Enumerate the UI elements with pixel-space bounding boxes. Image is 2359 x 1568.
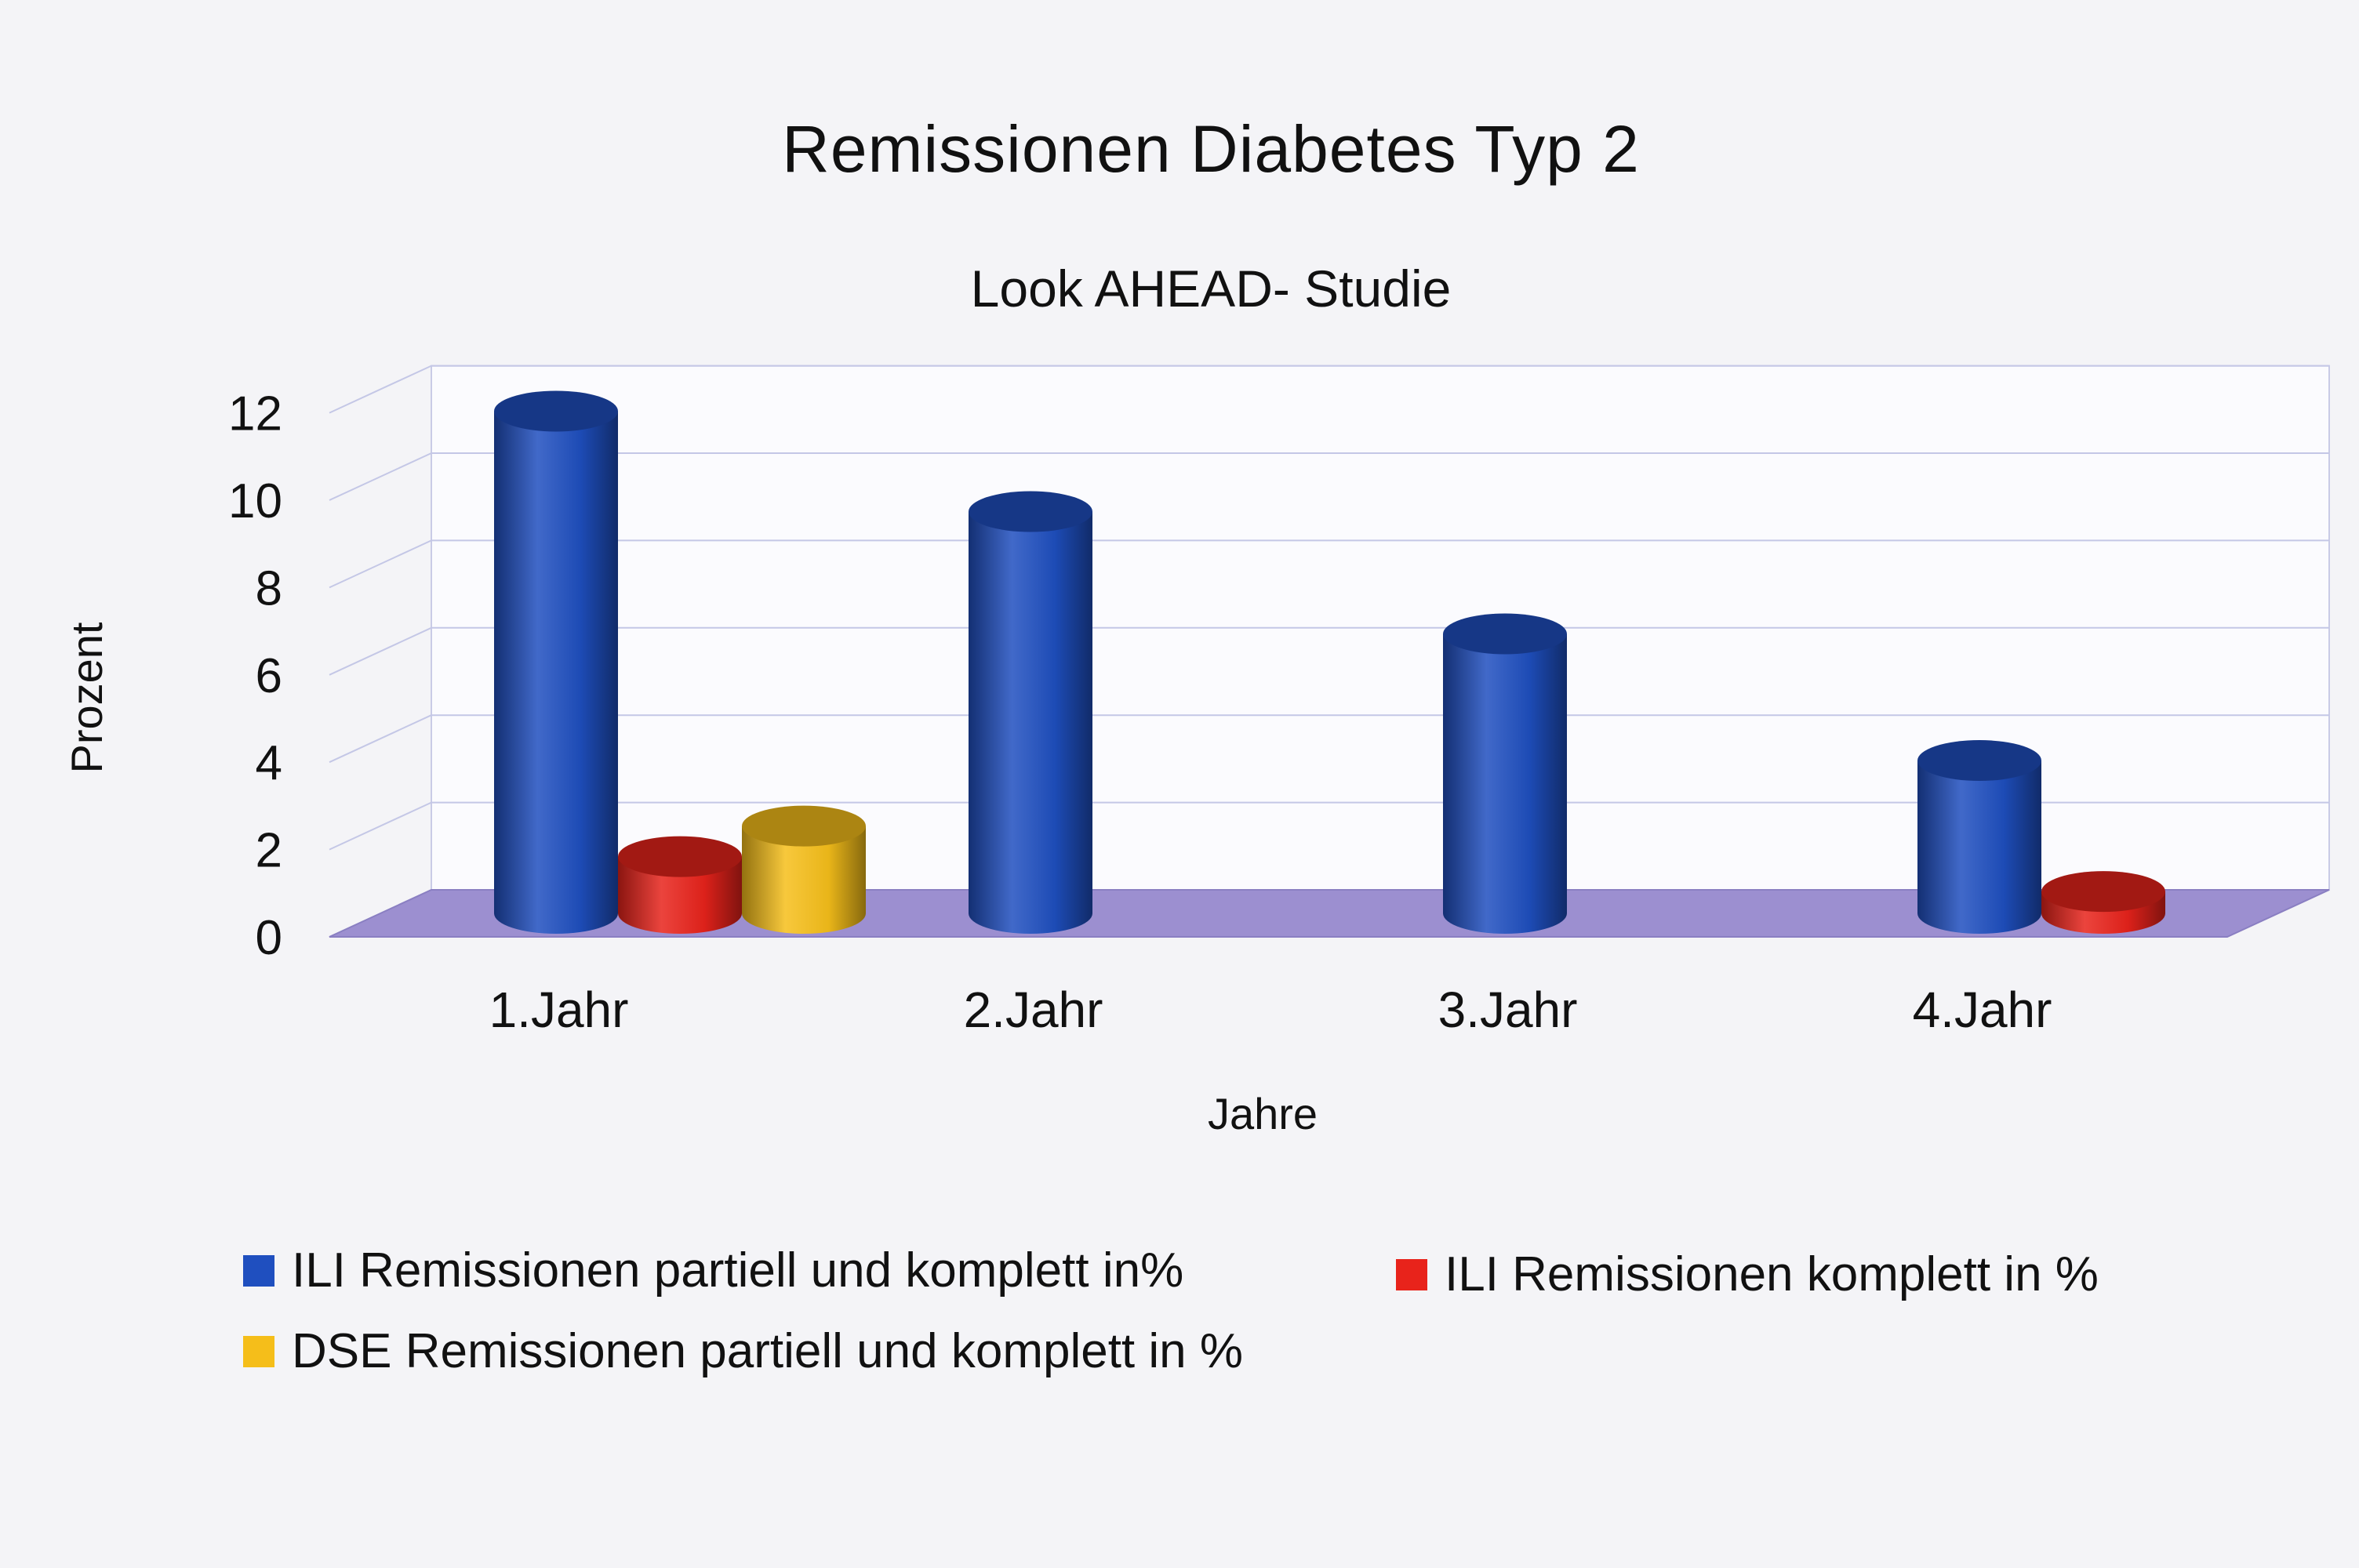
y-tick-label: 0 bbox=[256, 911, 282, 965]
bar-top bbox=[618, 836, 742, 877]
legend-label: DSE Remissionen partiell und komplett in… bbox=[292, 1324, 1243, 1378]
x-tick-label: 2.Jahr bbox=[964, 982, 1103, 1038]
x-axis-label: Jahre bbox=[1208, 1089, 1318, 1138]
bar bbox=[1443, 633, 1567, 934]
legend-swatch-yellow bbox=[243, 1335, 274, 1367]
chart-subtitle: Look AHEAD- Studie bbox=[970, 260, 1452, 318]
legend-item-ili-total: ILI Remissionen partiell und komplett in… bbox=[243, 1243, 1183, 1298]
gridline-side bbox=[329, 539, 432, 589]
bar bbox=[494, 411, 618, 934]
gridline-side bbox=[329, 365, 432, 414]
bar bbox=[1917, 760, 2041, 934]
legend-item-ili-complete: ILI Remissionen komplett in % bbox=[1396, 1247, 2099, 1302]
y-tick-label: 10 bbox=[228, 474, 282, 528]
y-tick-label: 6 bbox=[256, 649, 282, 703]
bar-top bbox=[494, 390, 618, 432]
y-tick-label: 4 bbox=[256, 736, 282, 790]
bar-top bbox=[1443, 613, 1567, 655]
y-axis-label: Prozent bbox=[62, 622, 111, 773]
y-tick-label: 12 bbox=[228, 387, 282, 441]
bar bbox=[969, 511, 1092, 934]
bar bbox=[742, 826, 866, 934]
y-tick-label: 8 bbox=[256, 561, 282, 615]
legend-swatch-red bbox=[1396, 1258, 1427, 1290]
legend-label: ILI Remissionen partiell und komplett in… bbox=[292, 1243, 1184, 1298]
y-tick-label: 2 bbox=[256, 824, 282, 878]
legend-swatch-blue bbox=[243, 1254, 274, 1287]
bar-top bbox=[1917, 740, 2041, 782]
bar-top bbox=[2041, 871, 2165, 913]
chart-title: Remissionen Diabetes Typ 2 bbox=[782, 112, 1640, 186]
gridline-side bbox=[329, 801, 432, 851]
gridline-side bbox=[329, 714, 432, 764]
bar-top bbox=[742, 805, 866, 847]
bar bbox=[618, 856, 742, 934]
x-tick-label: 1.Jahr bbox=[489, 982, 629, 1038]
gridline-side bbox=[329, 452, 432, 501]
x-tick-label: 4.Jahr bbox=[1913, 982, 2052, 1038]
gridline-side bbox=[329, 626, 432, 676]
x-tick-label: 3.Jahr bbox=[1438, 982, 1578, 1038]
legend-label: ILI Remissionen komplett in % bbox=[1445, 1247, 2099, 1301]
bar-top bbox=[969, 491, 1092, 532]
legend-item-dse-total: DSE Remissionen partiell und komplett in… bbox=[243, 1323, 1243, 1379]
